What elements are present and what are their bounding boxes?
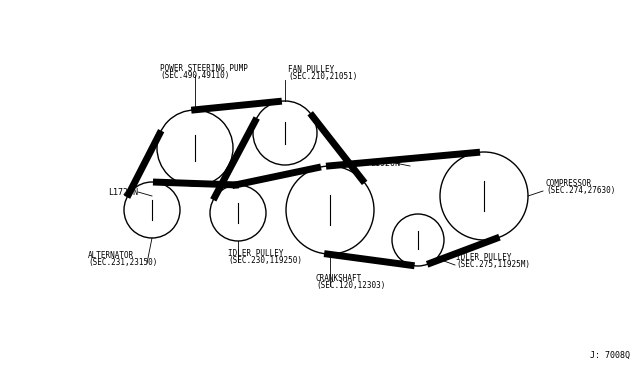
Text: CRANKSHAFT: CRANKSHAFT bbox=[316, 274, 362, 283]
Text: (SEC.275,11925M): (SEC.275,11925M) bbox=[456, 260, 530, 269]
Text: (SEC.274,27630): (SEC.274,27630) bbox=[546, 186, 616, 195]
Text: (SEC.231,23150): (SEC.231,23150) bbox=[88, 258, 157, 267]
Text: (SEC.120,12303): (SEC.120,12303) bbox=[316, 281, 385, 290]
Text: (SEC.210,21051): (SEC.210,21051) bbox=[288, 72, 357, 81]
Text: L1920N: L1920N bbox=[370, 158, 400, 167]
Text: (SEC.230,119250): (SEC.230,119250) bbox=[228, 256, 302, 265]
Text: IDLER PULLEY: IDLER PULLEY bbox=[456, 253, 511, 262]
Text: IDLER PULLEY: IDLER PULLEY bbox=[228, 249, 284, 258]
Text: POWER STEERING PUMP: POWER STEERING PUMP bbox=[160, 64, 248, 73]
Text: COMPRESSOR: COMPRESSOR bbox=[546, 179, 592, 188]
Text: (SEC.490,49110): (SEC.490,49110) bbox=[160, 71, 229, 80]
Text: J: 7008Q: J: 7008Q bbox=[590, 351, 630, 360]
Text: ALTERNATOR: ALTERNATOR bbox=[88, 251, 134, 260]
Text: L1720N: L1720N bbox=[108, 187, 138, 196]
Text: FAN PULLEY: FAN PULLEY bbox=[288, 65, 334, 74]
